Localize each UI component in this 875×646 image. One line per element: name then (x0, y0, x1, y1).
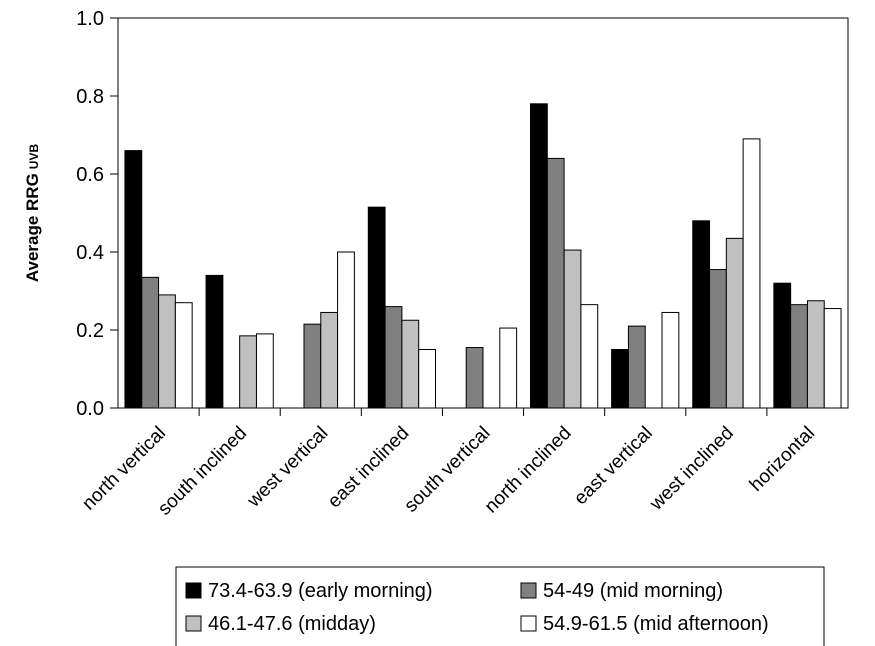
bar (465, 347, 484, 409)
x-category-label: west vertical (243, 423, 332, 512)
bar (692, 220, 711, 409)
legend-swatch (185, 615, 202, 632)
y-tick-label: 0.6 (76, 164, 104, 186)
bar (124, 150, 143, 409)
y-axis-title-main: Average RRG (23, 173, 42, 282)
legend-swatch (520, 615, 537, 632)
bar (627, 325, 646, 409)
x-category-label: east inclined (324, 423, 414, 513)
x-category-label: north vertical (78, 423, 170, 515)
bar (499, 327, 518, 409)
bars (124, 103, 842, 409)
plot-area-frame (117, 17, 849, 409)
x-category-label: west inclined (645, 423, 737, 515)
bar (418, 349, 436, 409)
bar (790, 304, 808, 409)
bar (823, 308, 842, 409)
y-axis-title: Average RRG UVB (23, 144, 42, 283)
bar (661, 311, 680, 409)
x-category-label: horizontal (746, 423, 819, 496)
bar (158, 294, 176, 409)
legend-swatch (185, 582, 202, 599)
y-tick-label: 0.8 (76, 86, 104, 108)
y-tick-label: 0.0 (76, 398, 104, 420)
bar (141, 276, 160, 409)
x-category-label: east vertical (570, 423, 657, 510)
bar (563, 249, 582, 409)
y-tick-label: 0.4 (76, 242, 104, 264)
bar (239, 335, 257, 409)
bar (709, 269, 727, 409)
legend-entry-label: 73.4-63.9 (early morning) (208, 580, 433, 602)
bar (174, 302, 193, 409)
bar (530, 103, 548, 409)
bar (337, 251, 355, 409)
legend-box (175, 566, 825, 646)
bar (546, 157, 565, 409)
legend-entry-label: 54.9-61.5 (mid afternoon) (543, 613, 769, 635)
legend-swatch (520, 582, 537, 599)
x-category-label: north inclined (481, 423, 576, 518)
bar (773, 282, 792, 409)
y-tick-label: 1.0 (76, 8, 104, 30)
y-axis-ticks: 0.0 0.2 0.4 0.6 0.8 1.0 (76, 8, 118, 420)
bar (205, 274, 224, 409)
bar (367, 206, 386, 409)
legend: 73.4-63.9 (early morning) 54-49 (mid morn… (175, 566, 825, 646)
bar (806, 300, 825, 409)
bar (611, 349, 629, 409)
legend-entry-label: 54-49 (mid morning) (543, 580, 723, 602)
bar (320, 311, 339, 409)
bar (255, 333, 274, 409)
legend-entry-label: 46.1-47.6 (midday) (208, 613, 376, 635)
bar (580, 304, 599, 409)
bar (384, 306, 403, 409)
y-tick-label: 0.2 (76, 320, 104, 342)
bar (742, 138, 761, 409)
bar (725, 237, 744, 409)
y-axis-title-subscript: UVB (27, 144, 41, 170)
bar (303, 323, 322, 409)
bar (401, 319, 420, 409)
